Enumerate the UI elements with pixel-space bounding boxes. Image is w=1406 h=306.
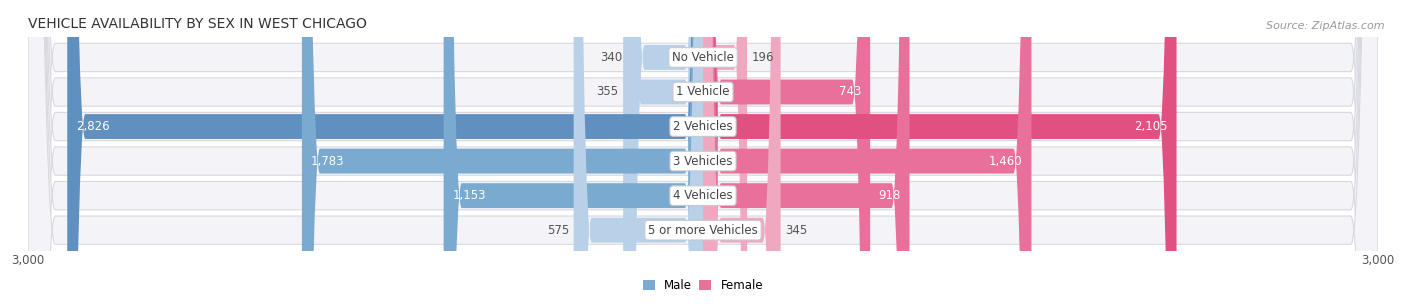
Text: 5 or more Vehicles: 5 or more Vehicles	[648, 224, 758, 237]
FancyBboxPatch shape	[703, 0, 780, 306]
Text: No Vehicle: No Vehicle	[672, 51, 734, 64]
FancyBboxPatch shape	[28, 0, 1378, 306]
Text: 575: 575	[547, 224, 569, 237]
Text: 1,460: 1,460	[988, 155, 1022, 168]
Text: 1,783: 1,783	[311, 155, 344, 168]
FancyBboxPatch shape	[703, 0, 910, 306]
Text: 196: 196	[752, 51, 775, 64]
Legend: Male, Female: Male, Female	[643, 279, 763, 292]
Text: 2,826: 2,826	[76, 120, 110, 133]
FancyBboxPatch shape	[703, 0, 1032, 306]
FancyBboxPatch shape	[28, 0, 1378, 306]
FancyBboxPatch shape	[623, 0, 703, 306]
Text: 340: 340	[600, 51, 621, 64]
FancyBboxPatch shape	[28, 0, 1378, 306]
FancyBboxPatch shape	[574, 0, 703, 306]
FancyBboxPatch shape	[28, 0, 1378, 306]
Text: 2,105: 2,105	[1135, 120, 1167, 133]
Text: 4 Vehicles: 4 Vehicles	[673, 189, 733, 202]
Text: 743: 743	[839, 85, 860, 99]
FancyBboxPatch shape	[703, 0, 1177, 306]
Text: 3 Vehicles: 3 Vehicles	[673, 155, 733, 168]
FancyBboxPatch shape	[703, 0, 870, 306]
Text: Source: ZipAtlas.com: Source: ZipAtlas.com	[1267, 21, 1385, 32]
FancyBboxPatch shape	[28, 0, 1378, 306]
FancyBboxPatch shape	[627, 0, 703, 306]
Text: 1,153: 1,153	[453, 189, 486, 202]
Text: 1 Vehicle: 1 Vehicle	[676, 85, 730, 99]
Text: 2 Vehicles: 2 Vehicles	[673, 120, 733, 133]
FancyBboxPatch shape	[28, 0, 1378, 306]
FancyBboxPatch shape	[67, 0, 703, 306]
FancyBboxPatch shape	[302, 0, 703, 306]
FancyBboxPatch shape	[444, 0, 703, 306]
Text: 918: 918	[879, 189, 900, 202]
FancyBboxPatch shape	[703, 0, 747, 306]
Text: 345: 345	[785, 224, 807, 237]
Text: 355: 355	[596, 85, 619, 99]
Text: VEHICLE AVAILABILITY BY SEX IN WEST CHICAGO: VEHICLE AVAILABILITY BY SEX IN WEST CHIC…	[28, 17, 367, 32]
